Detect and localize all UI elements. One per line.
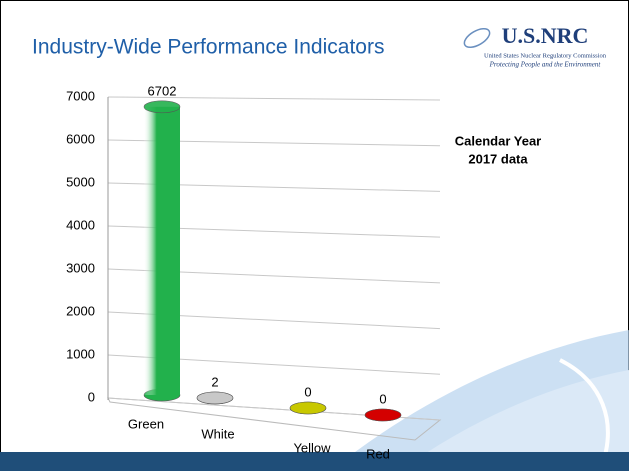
y-tick-label: 1000 [66,346,95,361]
data-label: 0 [304,384,311,399]
x-tick-label: Yellow [293,440,331,455]
swoosh-light [400,370,629,471]
grid-line [107,96,441,101]
bar-top [364,408,402,422]
data-label: 0 [379,391,386,406]
logo-tagline: Protecting People and the Environment [489,61,602,69]
logo-subtitle: United States Nuclear Regulatory Commiss… [484,52,607,59]
bar [144,106,180,396]
x-tick-label: Red [366,446,390,461]
slide-title: Industry-Wide Performance Indicators [32,36,384,59]
logo-atom [463,27,491,49]
y-tick-label: 2000 [66,303,95,318]
logo-name: U.S.NRC [502,23,589,48]
y-tick-label: 0 [88,389,95,404]
y-tick-label: 6000 [66,131,95,146]
x-tick-label: White [201,426,234,441]
logo: U.S.NRC United States Nuclear Regulatory… [463,23,607,69]
data-label: 6702 [148,83,177,98]
y-tick-label: 5000 [66,174,95,189]
y-tick-label: 3000 [66,260,95,275]
bar-top [289,401,327,415]
y-tick-label: 7000 [66,88,95,103]
annotation: 2017 data [468,151,528,166]
bar-top [143,100,181,114]
footer-bar [0,452,629,471]
data-label: 2 [211,374,218,389]
x-tick-label: Green [128,416,164,431]
y-tick-label: 4000 [66,217,95,232]
annotation: Calendar Year [455,133,541,148]
bar-top [196,391,234,405]
